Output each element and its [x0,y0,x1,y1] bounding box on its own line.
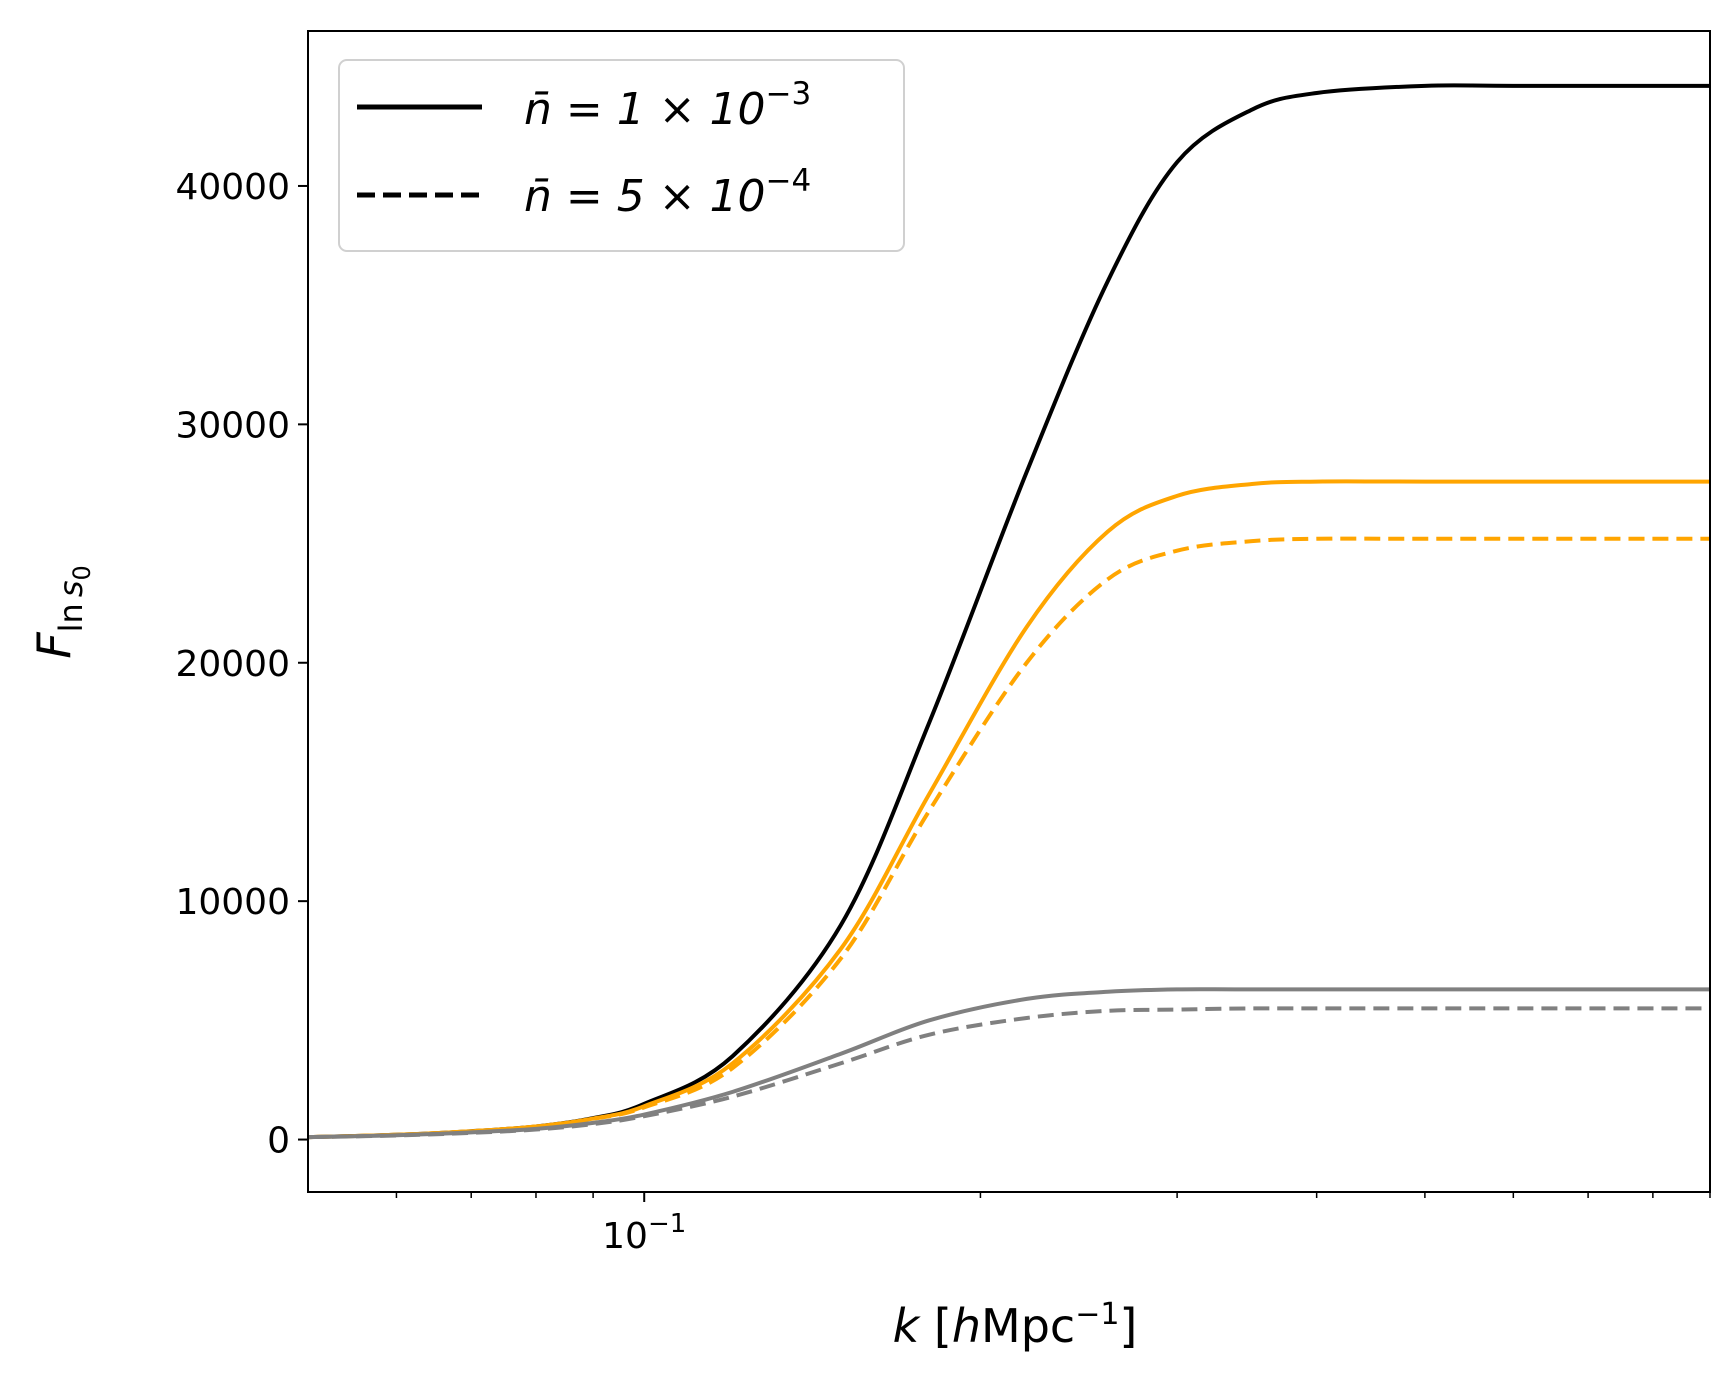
y-axis-label: Flns0 [27,565,96,659]
x-axis-label: k [hMpc−1] [893,1297,1138,1353]
legend: n̄ = 1 × 10−3 n̄ = 5 × 10−4 [338,59,905,252]
y-tick-label: 0 [267,1121,290,1162]
plot-frame [307,30,1711,1193]
y-tick-label: 40000 [175,167,290,208]
y-axis: 0 10000 20000 30000 40000 [175,167,308,1162]
legend-label-solid: n̄ = 1 × 10−3 [524,76,811,135]
series-line-gray-solid [308,987,1710,1140]
series-lines [308,83,1710,1140]
x-axis: 10−1 [395,1192,1711,1257]
series-line-orange-solid [308,479,1710,1140]
y-tick-label: 30000 [175,405,290,446]
x-tick-label: 10−1 [602,1209,686,1257]
y-tick-label: 20000 [175,644,290,685]
y-tick-label: 10000 [175,882,290,923]
series-line-gray-dashed [308,1006,1710,1140]
series-line-orange-dashed [308,536,1710,1140]
legend-label-dashed: n̄ = 5 × 10−4 [524,163,811,222]
